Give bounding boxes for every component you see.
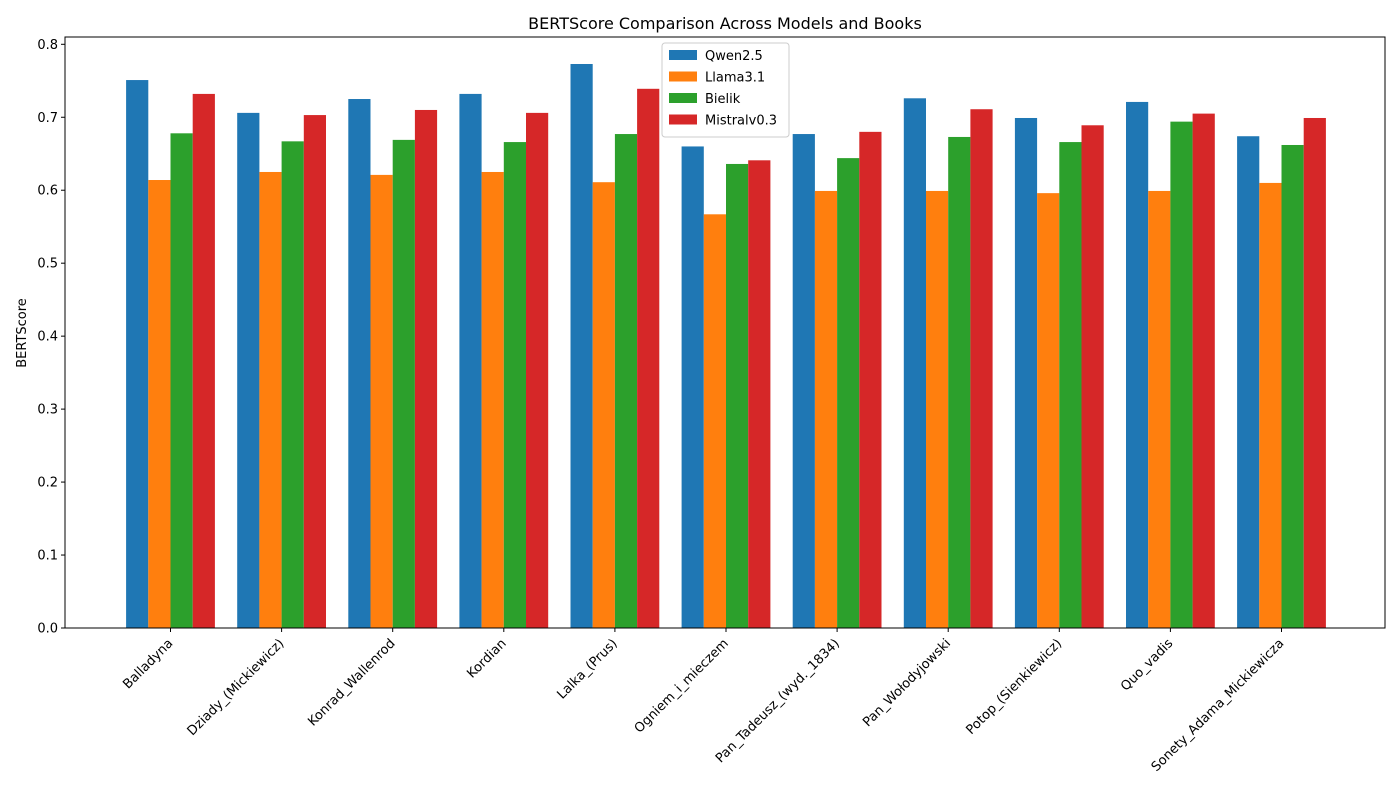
bar-llama3-1-6 (814, 190, 838, 629)
bar-qwen2-5-10 (1237, 136, 1260, 629)
bar-qwen2-5-3 (459, 93, 482, 628)
legend-label-llama3-1: Llama3.1 (705, 71, 765, 86)
bar-bielik-1 (281, 141, 304, 628)
legend-label-qwen2-5: Qwen2.5 (705, 49, 763, 64)
bar-mistralv0-3-8 (1081, 125, 1104, 628)
bar-mistralv0-3-7 (970, 109, 993, 628)
bar-qwen2-5-9 (1126, 101, 1149, 629)
bar-mistralv0-3-4 (637, 88, 660, 628)
bar-llama3-1-2 (370, 174, 393, 628)
bar-llama3-1-4 (592, 182, 615, 628)
bar-qwen2-5-0 (126, 80, 149, 628)
bar-qwen2-5-8 (1014, 117, 1038, 628)
y-tick-label-0: 0.0 (37, 622, 58, 637)
bar-bielik-2 (392, 139, 415, 628)
bar-qwen2-5-2 (348, 99, 371, 629)
x-tick-label-5: Ogniem_i_mieczem (632, 636, 732, 736)
y-tick-label-7: 0.7 (37, 111, 58, 126)
bar-llama3-1-10 (1259, 182, 1282, 629)
legend-swatch-bielik (669, 93, 697, 103)
bar-qwen2-5-7 (903, 98, 926, 629)
bar-qwen2-5-6 (792, 134, 815, 628)
plot-area: 0.0 0.1 0.2 0.3 0.4 0.5 0.6 0.7 0.8 Balladyna Dzia… (37, 36, 1386, 775)
legend-swatch-mistralv0-3 (669, 114, 697, 125)
y-tick-label-3: 0.3 (37, 403, 58, 418)
bar-mistralv0-3-9 (1192, 113, 1215, 629)
x-tick-label-2: Konrad_Wallenrod (305, 636, 398, 729)
bar-mistralv0-3-3 (526, 112, 549, 629)
legend-label-bielik: Bielik (705, 92, 741, 107)
x-tick-label-0: Balladyna (120, 636, 176, 692)
x-tick-label-6: Pan_Tadeusz_(wyd._1834) (713, 636, 843, 766)
legend-swatch-qwen2-5 (669, 50, 697, 60)
bar-mistralv0-3-1 (303, 115, 326, 628)
bar-mistralv0-3-6 (859, 131, 882, 628)
legend: Qwen2.5 Llama3.1 Bielik Mistralv0.3 (661, 42, 790, 138)
y-axis-label: BERTScore (15, 298, 30, 368)
y-tick-label-1: 0.1 (37, 549, 58, 564)
bar-bielik-7 (948, 136, 971, 628)
bar-bielik-0 (170, 133, 193, 629)
bar-bielik-5 (726, 163, 749, 628)
y-tick-label-6: 0.6 (37, 184, 58, 199)
x-tick-label-7: Pan_Wołodyjowski (860, 636, 954, 730)
x-tick-label-8: Potop_(Sienkiewicz) (963, 636, 1065, 738)
x-tick-label-1: Dziady_(Mickiewicz) (185, 636, 288, 739)
legend-label-mistralv0-3: Mistralv0.3 (705, 114, 777, 129)
bar-mistralv0-3-5 (748, 160, 771, 628)
bar-qwen2-5-1 (237, 112, 260, 629)
legend-frame (661, 42, 790, 138)
bar-llama3-1-1 (259, 171, 282, 628)
legend-swatch-llama3-1 (669, 71, 697, 82)
y-tick-label-8: 0.8 (37, 38, 58, 53)
bar-mistralv0-3-2 (414, 109, 438, 629)
bar-llama3-1-5 (703, 214, 726, 629)
bar-bielik-9 (1170, 121, 1193, 629)
bar-qwen2-5-5 (681, 146, 704, 628)
x-tick-label-9: Quo_vadis (1118, 636, 1176, 694)
bar-bielik-3 (503, 142, 526, 629)
x-tick-label-10: Sonety_Adama_Mickiewicza (1149, 636, 1288, 775)
y-tick-label-4: 0.4 (37, 330, 58, 345)
bar-qwen2-5-4 (570, 63, 593, 629)
bar-llama3-1-9 (1148, 190, 1171, 629)
bar-bielik-8 (1059, 142, 1082, 629)
x-tick-label-4: Lalka_(Prus) (554, 636, 620, 702)
bar-llama3-1-8 (1037, 193, 1060, 628)
bar-bielik-6 (837, 158, 860, 628)
bar-bielik-4 (614, 134, 638, 628)
bar-llama3-1-3 (481, 171, 504, 628)
bar-mistralv0-3-10 (1303, 117, 1326, 628)
bar-bielik-10 (1281, 144, 1304, 629)
y-tick-label-5: 0.5 (37, 257, 58, 272)
bar-llama3-1-0 (148, 180, 171, 629)
bar-mistralv0-3-0 (192, 93, 215, 628)
x-tick-label-3: Kordian (464, 636, 509, 681)
chart-title: BERTScore Comparison Across Models and B… (528, 14, 922, 33)
plot-frame (64, 36, 1386, 629)
bar-llama3-1-7 (926, 190, 949, 629)
y-tick-label-2: 0.2 (37, 476, 58, 491)
